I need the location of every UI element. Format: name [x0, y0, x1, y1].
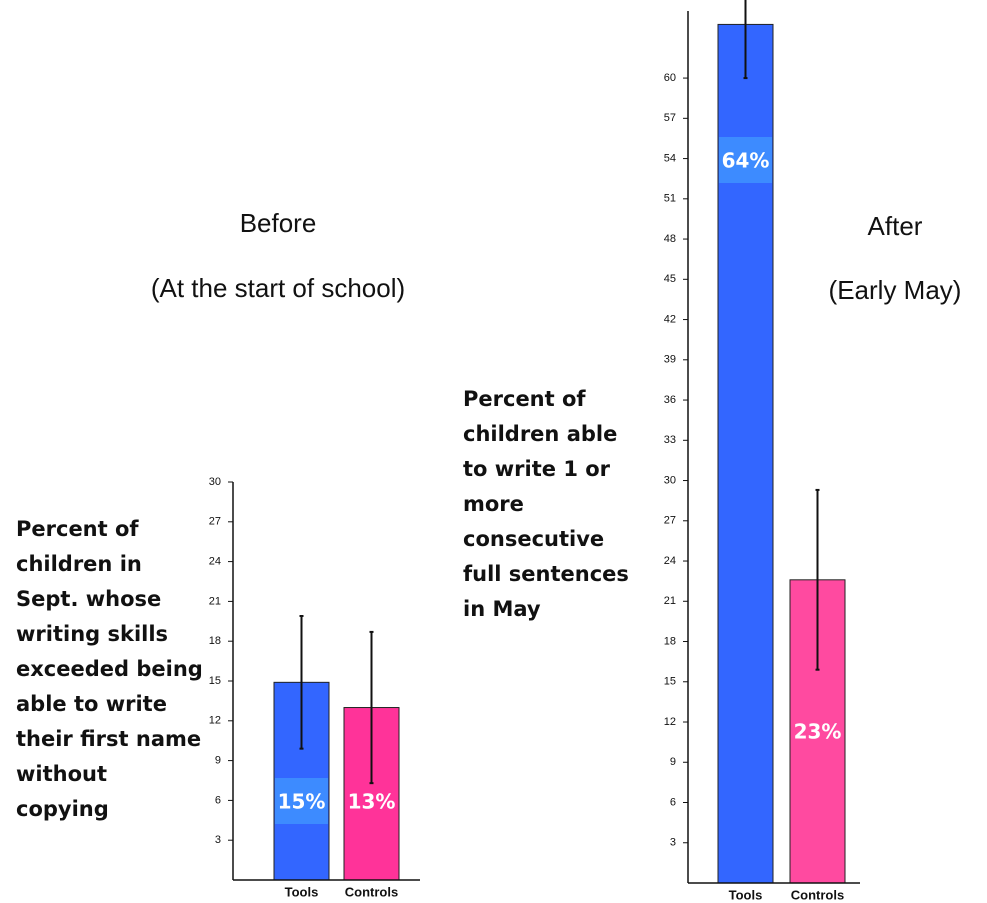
value-label-box	[719, 137, 772, 183]
y-tick-label: 60	[664, 72, 676, 84]
y-tick-label: 30	[209, 476, 221, 488]
y-axis-label: Percent of children able to write 1 or m…	[463, 387, 629, 621]
value-label-box	[275, 778, 328, 824]
y-axis-label: Percent of children in Sept. whose writi…	[16, 517, 203, 821]
y-tick-label: 36	[664, 394, 676, 406]
y-tick-label: 42	[664, 313, 676, 325]
chart-title: After	[868, 211, 923, 241]
y-tick-label: 12	[664, 716, 676, 728]
y-tick-label: 15	[209, 675, 221, 687]
y-tick-label: 3	[670, 837, 676, 849]
y-tick-label: 21	[664, 595, 676, 607]
y-tick-label: 54	[664, 152, 676, 164]
y-tick-label: 30	[664, 474, 676, 486]
y-tick-label: 18	[209, 635, 221, 647]
chart-subtitle: (At the start of school)	[151, 273, 405, 303]
x-tick-label: Controls	[345, 884, 398, 899]
x-tick-label: Tools	[285, 884, 319, 899]
value-label: 23%	[794, 720, 842, 744]
y-tick-label: 48	[664, 233, 676, 245]
chart-subtitle: (Early May)	[829, 275, 962, 305]
y-tick-label: 57	[664, 112, 676, 124]
value-label: 64%	[722, 149, 770, 173]
y-tick-label: 27	[209, 516, 221, 528]
y-tick-label: 51	[664, 193, 676, 205]
y-tick-label: 39	[664, 354, 676, 366]
y-tick-label: 24	[209, 556, 221, 568]
y-tick-label: 27	[664, 515, 676, 527]
y-tick-label: 15	[664, 676, 676, 688]
y-tick-label: 21	[209, 595, 221, 607]
y-tick-label: 6	[215, 794, 221, 806]
y-tick-label: 33	[664, 434, 676, 446]
y-tick-label: 6	[670, 796, 676, 808]
x-tick-label: Controls	[791, 887, 844, 902]
y-tick-label: 18	[664, 635, 676, 647]
y-tick-label: 45	[664, 273, 676, 285]
value-label: 13%	[348, 790, 396, 814]
y-tick-label: 24	[664, 555, 676, 567]
chart-title: Before	[240, 208, 317, 238]
y-tick-label: 3	[215, 834, 221, 846]
value-label: 15%	[278, 790, 326, 814]
y-tick-label: 9	[215, 755, 221, 767]
y-tick-label: 12	[209, 715, 221, 727]
y-tick-label: 9	[670, 756, 676, 768]
x-tick-label: Tools	[729, 887, 763, 902]
